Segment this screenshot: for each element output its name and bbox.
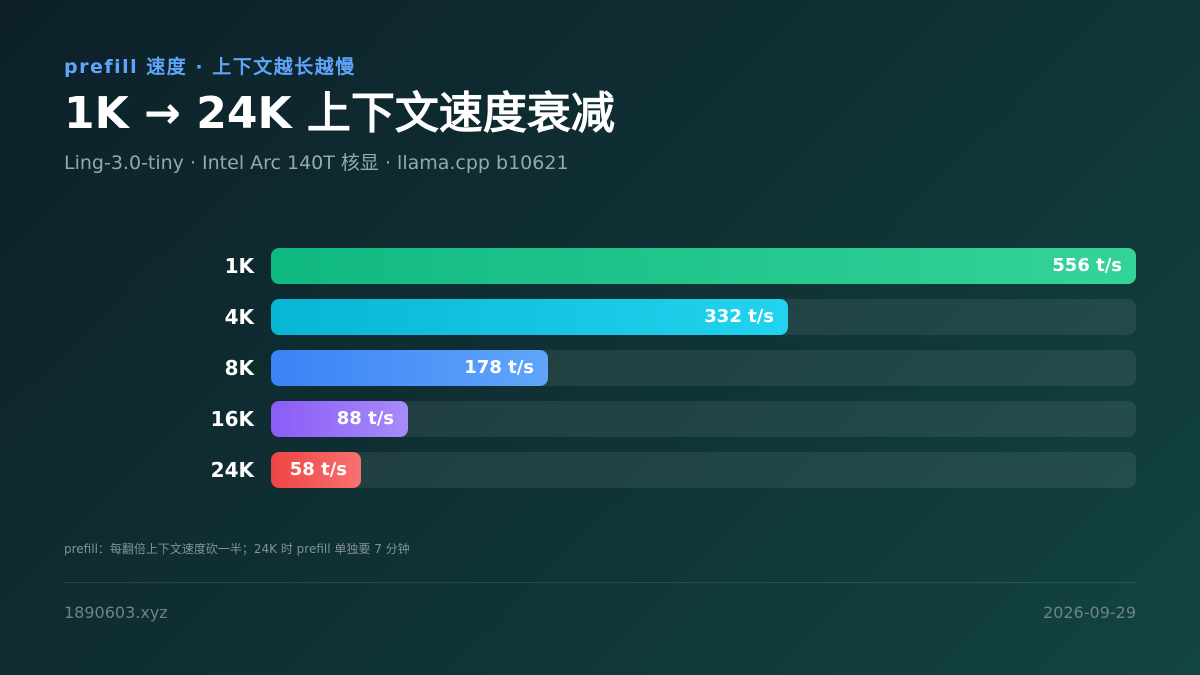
bar-label-8k: 8K [224, 356, 254, 380]
chart-note: prefill：每翻倍上下文速度砍一半；24K 时 prefill 单独要 7 … [64, 542, 410, 556]
bar-value-label: 88 t/s [336, 408, 394, 429]
page-title: 1K → 24K 上下文速度衰减 [64, 88, 615, 139]
bar-track-16k: 88 t/s [271, 401, 1136, 437]
bar-value-label: 178 t/s [464, 357, 534, 378]
page-subtitle: Ling-3.0-tiny · Intel Arc 140T 核显 · llam… [64, 152, 569, 174]
bar-label-1k: 1K [224, 254, 254, 278]
footer-date: 2026-09-29 [1043, 603, 1136, 622]
bar-track-8k: 178 t/s [271, 350, 1136, 386]
bar-label-24k: 24K [210, 458, 254, 482]
bar-value-label: 58 t/s [289, 459, 347, 480]
bar-track-4k: 332 t/s [271, 299, 1136, 335]
bar-label-4k: 4K [224, 305, 254, 329]
footer-divider [64, 582, 1136, 583]
bar-4k: 332 t/s [271, 299, 788, 335]
bar-label-16k: 16K [210, 407, 254, 431]
bar-1k: 556 t/s [271, 248, 1136, 284]
bar-8k: 178 t/s [271, 350, 548, 386]
bar-16k: 88 t/s [271, 401, 408, 437]
bar-track-24k: 58 t/s [271, 452, 1136, 488]
bar-track-1k: 556 t/s [271, 248, 1136, 284]
bar-24k: 58 t/s [271, 452, 361, 488]
eyebrow-label: prefill 速度 · 上下文越长越慢 [64, 56, 356, 78]
bar-value-label: 556 t/s [1052, 255, 1122, 276]
bar-value-label: 332 t/s [704, 306, 774, 327]
footer-site: 1890603.xyz [64, 603, 168, 622]
